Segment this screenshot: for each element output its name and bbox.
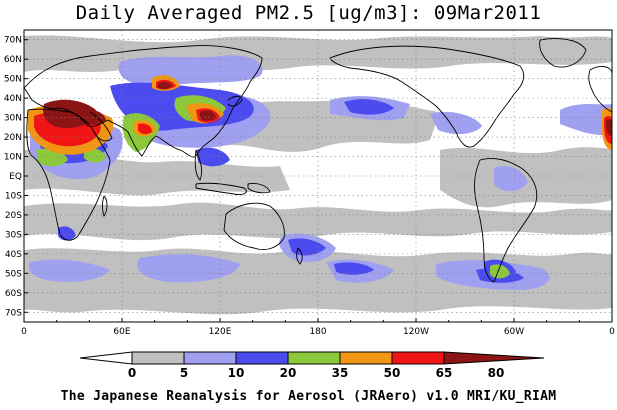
lat-tick-label: 60S <box>5 289 22 299</box>
colorbar: 0 5 10 20 35 50 65 80 <box>79 351 545 380</box>
lat-tick-label: 10S <box>5 191 22 201</box>
colorbar-swatch <box>235 351 289 365</box>
colorbar-label: 65 <box>436 366 453 380</box>
lightblue-southindian <box>136 254 240 283</box>
lat-tick-label: 50S <box>5 269 22 279</box>
coast-japan <box>227 95 243 107</box>
gray-band-atlantic <box>440 147 612 208</box>
lightblue-southamerica <box>494 165 528 192</box>
lat-tick-label: 40S <box>5 250 22 260</box>
coast-northamerica <box>329 45 525 148</box>
colorbar-label: 20 <box>280 366 297 380</box>
blue-northpacific <box>344 99 394 115</box>
lat-tick-label: 60N <box>4 55 22 65</box>
coast-eurasia <box>24 45 263 158</box>
green-westafrica <box>84 148 106 163</box>
coast-southamerica <box>474 158 538 283</box>
colorbar-label: 35 <box>332 366 349 380</box>
lon-tick-label: 60E <box>113 327 130 337</box>
lon-tick-label: 120E <box>209 327 232 337</box>
darkred-china <box>200 110 216 121</box>
colorbar-label: 10 <box>228 366 245 380</box>
colorbar-label: 5 <box>180 366 188 380</box>
darkred-gobi <box>158 81 172 90</box>
lat-tick-label: 30S <box>5 230 22 240</box>
map-title: Daily Averaged PM2.5 [ug/m3]: 09Mar2011 <box>75 2 542 24</box>
colorbar-swatch <box>183 351 237 365</box>
lon-tick-label: 60W <box>504 327 524 337</box>
colorbar-label: 0 <box>128 366 136 380</box>
lat-tick-label: 10N <box>4 153 22 163</box>
map-axes: 70N 60N 50N 40N 30N 20N 10N EQ 10S 20S 30S 40S 50S 60… <box>4 36 615 337</box>
darkred-sahara <box>43 99 96 128</box>
gridlines <box>24 30 612 322</box>
blue-indochina <box>196 147 230 167</box>
coast-greenland <box>539 38 587 68</box>
lon-tick-label: 0 <box>609 327 615 337</box>
lightblue-southwest <box>28 259 110 282</box>
lat-tick-label: 20S <box>5 211 22 221</box>
darkred-arabia <box>84 110 106 125</box>
coast-africa <box>26 108 111 241</box>
colorbar-swatch <box>339 351 393 365</box>
lat-tick-label: 70N <box>4 36 22 46</box>
lat-tick-label: EQ <box>9 172 22 182</box>
lat-tick-label: 20N <box>4 133 22 143</box>
lon-tick-label: 180 <box>309 327 326 337</box>
coast-australia <box>223 202 285 250</box>
coast-indonesia <box>195 182 247 195</box>
darkred-eastedge <box>606 119 612 136</box>
colorbar-swatch <box>131 351 185 365</box>
colorbar-label: 80 <box>488 366 505 380</box>
coast-madagascar <box>102 195 108 218</box>
coast-newguinea <box>247 183 271 194</box>
footer-credit: The Japanese Reanalysis for Aerosol (JRA… <box>60 389 557 404</box>
lightblue-eastcoast <box>560 104 612 136</box>
lat-tick-label: 40N <box>4 94 22 104</box>
blue-southpacific <box>334 262 374 275</box>
coast-arabia <box>89 111 113 142</box>
aerosol-field <box>24 35 612 315</box>
lat-tick-label: 70S <box>5 308 22 318</box>
lon-tick-label: 120W <box>403 327 429 337</box>
coast-nz <box>296 247 303 265</box>
lon-tick-label: 0 <box>21 327 27 337</box>
colorbar-swatch <box>287 351 341 365</box>
red-india <box>138 123 152 135</box>
colorbar-label: 50 <box>384 366 401 380</box>
green-patagonia <box>490 264 510 279</box>
gray-band-south1 <box>24 202 612 241</box>
coast-indochina <box>194 149 203 181</box>
colorbar-arrow-low <box>79 351 133 365</box>
lat-tick-label: 30N <box>4 114 22 124</box>
colorbar-arrow-high <box>443 351 545 365</box>
coastlines <box>24 38 612 283</box>
colorbar-swatch <box>391 351 445 365</box>
lat-tick-label: 50N <box>4 75 22 85</box>
coast-europe <box>588 66 612 113</box>
